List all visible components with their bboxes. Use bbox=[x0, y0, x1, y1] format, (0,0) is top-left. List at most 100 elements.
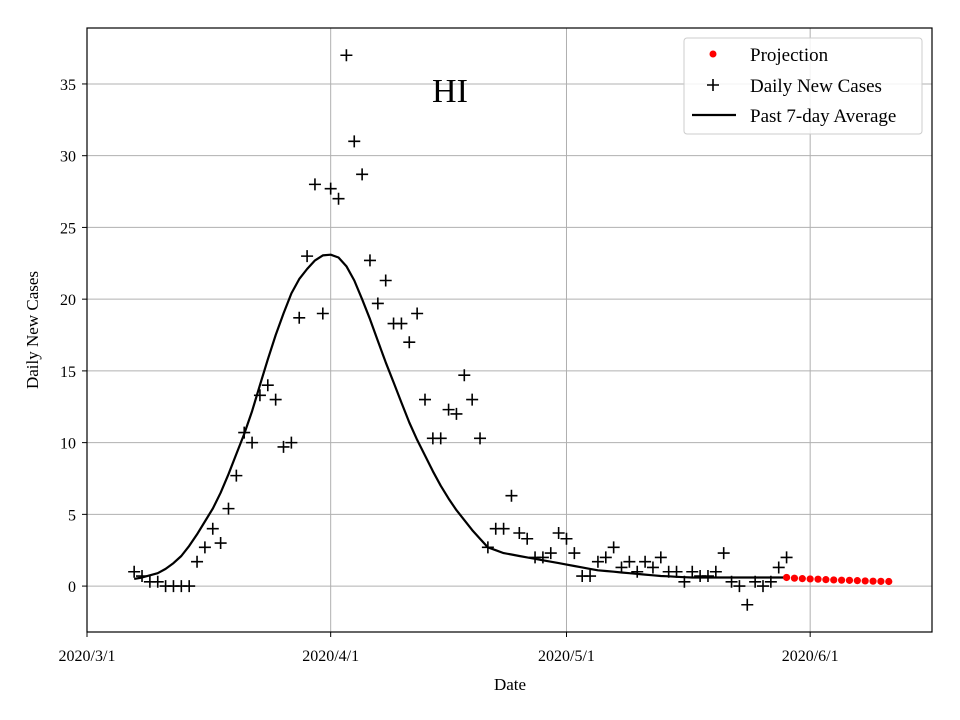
legend-daily-label: Daily New Cases bbox=[750, 76, 882, 97]
daily-case-point bbox=[741, 598, 754, 611]
daily-case-point bbox=[560, 532, 573, 545]
legend-daily-marker bbox=[707, 79, 719, 91]
daily-case-point bbox=[474, 432, 487, 445]
daily-case-point bbox=[316, 307, 329, 320]
daily-case-point bbox=[434, 432, 447, 445]
daily-case-point bbox=[301, 250, 314, 263]
daily-case-point bbox=[670, 565, 683, 578]
projection-point bbox=[838, 576, 846, 584]
y-tick-label: 10 bbox=[60, 436, 76, 453]
daily-case-point bbox=[615, 561, 628, 574]
daily-case-point bbox=[568, 547, 581, 560]
daily-case-point bbox=[536, 551, 549, 564]
daily-case-point bbox=[513, 527, 526, 540]
daily-case-point bbox=[749, 575, 762, 588]
daily-case-point bbox=[717, 547, 730, 560]
daily-case-point bbox=[450, 407, 463, 420]
daily-case-point bbox=[246, 436, 259, 449]
daily-case-point bbox=[395, 317, 408, 330]
projection-point bbox=[822, 576, 830, 584]
projection-point bbox=[877, 577, 885, 585]
legend: Projection Daily New Cases Past 7-day Av… bbox=[683, 37, 923, 135]
daily-case-point bbox=[128, 565, 141, 578]
daily-case-point bbox=[686, 565, 699, 578]
daily-case-point bbox=[654, 551, 667, 564]
daily-case-point bbox=[646, 561, 659, 574]
daily-case-point bbox=[356, 168, 369, 181]
daily-case-point bbox=[678, 575, 691, 588]
legend-projection-label: Projection bbox=[750, 45, 829, 66]
projection-point bbox=[885, 577, 893, 586]
plot-frame bbox=[86, 27, 933, 633]
daily-case-point bbox=[466, 393, 479, 406]
daily-case-point bbox=[709, 565, 722, 578]
projection-point bbox=[830, 576, 838, 584]
daily-case-point bbox=[505, 489, 518, 502]
daily-case-point bbox=[757, 580, 769, 593]
daily-case-point bbox=[764, 575, 777, 588]
y-tick-label: 20 bbox=[60, 292, 76, 309]
daily-case-point bbox=[214, 537, 227, 550]
daily-case-point bbox=[584, 570, 597, 583]
daily-case-point bbox=[521, 532, 534, 545]
x-tick-label: 2020/6/1 bbox=[782, 648, 839, 665]
panel-title: HI bbox=[432, 73, 468, 110]
daily-case-point bbox=[591, 555, 604, 568]
daily-case-point bbox=[238, 426, 251, 439]
daily-case-point bbox=[261, 379, 274, 392]
legend-average-label: Past 7-day Average bbox=[750, 106, 896, 127]
daily-case-point bbox=[442, 403, 455, 416]
projection-point bbox=[790, 574, 799, 582]
projection-point bbox=[798, 575, 806, 583]
daily-case-point bbox=[497, 522, 510, 535]
x-tick-label: 2020/5/1 bbox=[538, 648, 595, 665]
daily-case-point bbox=[340, 49, 353, 62]
projection-point bbox=[814, 575, 822, 583]
y-tick-label: 35 bbox=[60, 77, 76, 94]
daily-case-point bbox=[458, 369, 471, 382]
y-axis-label: Daily New Cases bbox=[23, 271, 42, 389]
projection-point bbox=[861, 577, 869, 585]
daily-case-point bbox=[363, 254, 376, 267]
daily-case-point bbox=[552, 527, 565, 540]
daily-case-point bbox=[230, 469, 243, 482]
daily-case-point bbox=[348, 135, 361, 148]
daily-case-point bbox=[419, 393, 431, 406]
y-tick-label: 15 bbox=[60, 364, 76, 381]
x-tick-label: 2020/4/1 bbox=[302, 648, 359, 665]
daily-case-point bbox=[151, 575, 164, 588]
y-tick-label: 0 bbox=[68, 579, 76, 596]
x-axis-label: Date bbox=[494, 675, 526, 694]
daily-case-point bbox=[599, 551, 612, 564]
daily-case-point bbox=[332, 192, 345, 205]
projection-point bbox=[869, 577, 877, 585]
daily-case-point bbox=[639, 555, 652, 568]
series-layer bbox=[128, 49, 893, 611]
daily-case-point bbox=[371, 297, 384, 310]
daily-case-point bbox=[481, 541, 494, 554]
daily-case-point bbox=[198, 541, 211, 554]
daily-case-point bbox=[269, 393, 282, 406]
projection-point bbox=[782, 573, 791, 582]
daily-case-point bbox=[277, 440, 290, 453]
daily-case-point bbox=[411, 307, 424, 320]
x-tick-label: 2020/3/1 bbox=[59, 648, 116, 665]
daily-case-point bbox=[191, 555, 204, 568]
daily-case-point bbox=[780, 551, 793, 564]
daily-case-point bbox=[324, 182, 337, 195]
daily-case-point bbox=[308, 178, 321, 191]
daily-case-point bbox=[285, 436, 298, 449]
daily-case-point bbox=[206, 522, 219, 535]
daily-case-point bbox=[379, 274, 392, 287]
legend-projection-marker bbox=[709, 50, 717, 58]
daily-case-point bbox=[222, 502, 235, 515]
projection-point bbox=[806, 575, 814, 583]
average-line bbox=[134, 253, 787, 580]
daily-case-point bbox=[701, 570, 714, 583]
legend-box bbox=[683, 37, 923, 135]
daily-case-point bbox=[403, 336, 416, 349]
daily-case-point bbox=[607, 541, 620, 554]
projection-point bbox=[853, 577, 861, 585]
daily-case-point bbox=[183, 580, 196, 593]
y-tick-label: 30 bbox=[60, 149, 76, 166]
